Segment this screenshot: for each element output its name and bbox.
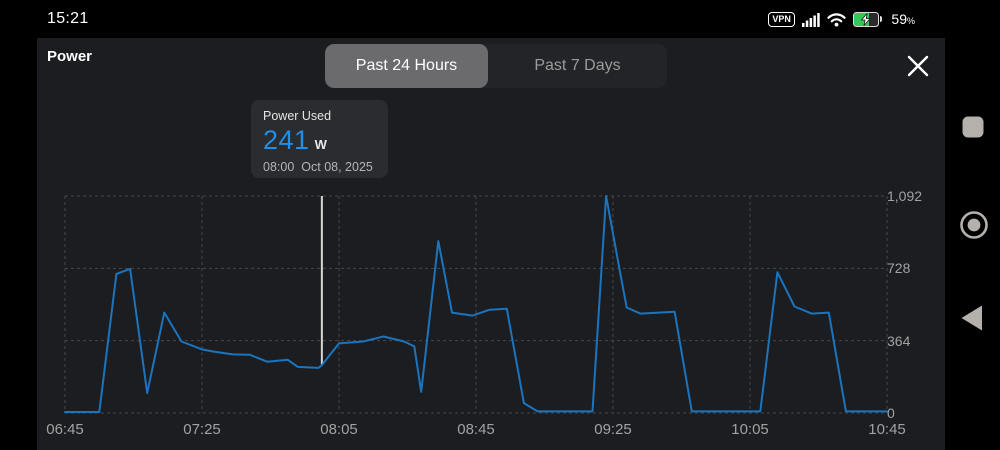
battery-icon bbox=[852, 11, 883, 27]
y-tick-label: 0 bbox=[887, 405, 895, 421]
y-tick-label: 728 bbox=[887, 260, 911, 277]
battery-percent: 59% bbox=[891, 11, 915, 27]
status-icons: VPN 59% bbox=[768, 11, 915, 27]
x-tick-label: 08:45 bbox=[457, 421, 495, 438]
tooltip-time: 08:00 bbox=[263, 160, 295, 174]
page-title: Power bbox=[47, 48, 93, 65]
triangle-back-icon bbox=[961, 305, 982, 330]
x-tick-label: 07:25 bbox=[183, 421, 221, 438]
x-tick-label: 09:25 bbox=[594, 421, 632, 438]
square-icon bbox=[962, 116, 984, 137]
close-button[interactable] bbox=[905, 53, 931, 79]
tab-past-24-hours[interactable]: Past 24 Hours bbox=[325, 44, 488, 88]
y-tick-label: 1,092 bbox=[887, 188, 923, 204]
wifi-icon bbox=[827, 12, 846, 26]
power-series-line bbox=[64, 195, 888, 413]
circle-icon bbox=[960, 211, 988, 239]
home-button[interactable] bbox=[958, 209, 990, 241]
y-axis-labels: 0 364 728 1,092 bbox=[884, 188, 944, 421]
chart-tooltip: Power Used 241 W 08:00 Oct 08, 2025 bbox=[251, 100, 388, 178]
tooltip-label: Power Used bbox=[263, 109, 332, 123]
x-axis-labels: 06:45 07:25 08:05 08:45 09:25 10:05 10:45 bbox=[46, 421, 906, 439]
power-dialog: Power Past 24 Hours Past 7 Days Power Us… bbox=[37, 38, 945, 450]
status-bar: 15:21 VPN bbox=[37, 0, 945, 38]
recents-button[interactable] bbox=[959, 114, 987, 142]
signal-icon bbox=[801, 12, 820, 27]
tooltip-unit: W bbox=[314, 137, 327, 152]
x-tick-label: 10:45 bbox=[868, 421, 906, 438]
close-icon bbox=[907, 55, 929, 77]
tooltip-date: Oct 08, 2025 bbox=[301, 160, 373, 174]
status-clock: 15:21 bbox=[47, 10, 89, 27]
tooltip-value: 241 bbox=[263, 125, 310, 155]
tab-past-7-days[interactable]: Past 7 Days bbox=[488, 44, 667, 88]
vpn-icon: VPN bbox=[768, 11, 795, 27]
y-tick-label: 364 bbox=[887, 332, 911, 349]
x-tick-label: 08:05 bbox=[320, 421, 358, 438]
back-button[interactable] bbox=[958, 303, 986, 335]
x-tick-label: 06:45 bbox=[46, 421, 84, 438]
x-tick-label: 10:05 bbox=[731, 421, 769, 438]
power-line-chart[interactable] bbox=[64, 195, 888, 414]
time-range-tabs: Past 24 Hours Past 7 Days bbox=[325, 44, 667, 88]
